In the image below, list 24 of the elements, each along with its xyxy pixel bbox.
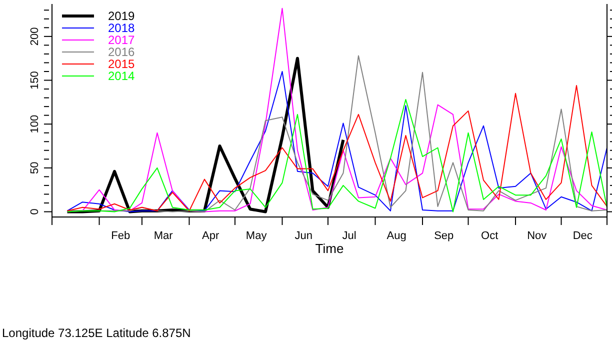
x-axis-title: Time: [315, 241, 344, 256]
x-tick-label: Mar: [154, 230, 174, 242]
text: Longitude 73.125E Latitude 6.875N: [2, 326, 191, 340]
legend-label: 2018: [108, 21, 135, 35]
legend-label: 2017: [108, 33, 135, 47]
y-tick-label: 0: [29, 208, 41, 215]
x-tick-label: Jul: [342, 230, 356, 242]
y-tick-label: 100: [29, 114, 41, 134]
x-tick-label: Oct: [481, 230, 498, 242]
x-tick-label: May: [246, 230, 268, 242]
legend-label: 2016: [108, 45, 135, 59]
x-tick-label: Feb: [111, 230, 130, 242]
y-tick-label: 200: [29, 27, 41, 46]
legend-label: 2014: [108, 69, 135, 83]
legend-label: 2019: [108, 9, 135, 23]
y-tick-label: 150: [29, 71, 41, 90]
x-tick-label: Sep: [434, 230, 454, 242]
y-tick-label: 50: [29, 162, 41, 174]
x-tick-label: Dec: [572, 230, 593, 242]
legend-label: 2015: [108, 57, 135, 71]
x-tick-label: Jun: [294, 230, 312, 242]
x-tick-label: Nov: [527, 230, 548, 242]
x-tick-label: Apr: [202, 230, 220, 242]
x-tick-label: Aug: [386, 230, 406, 242]
